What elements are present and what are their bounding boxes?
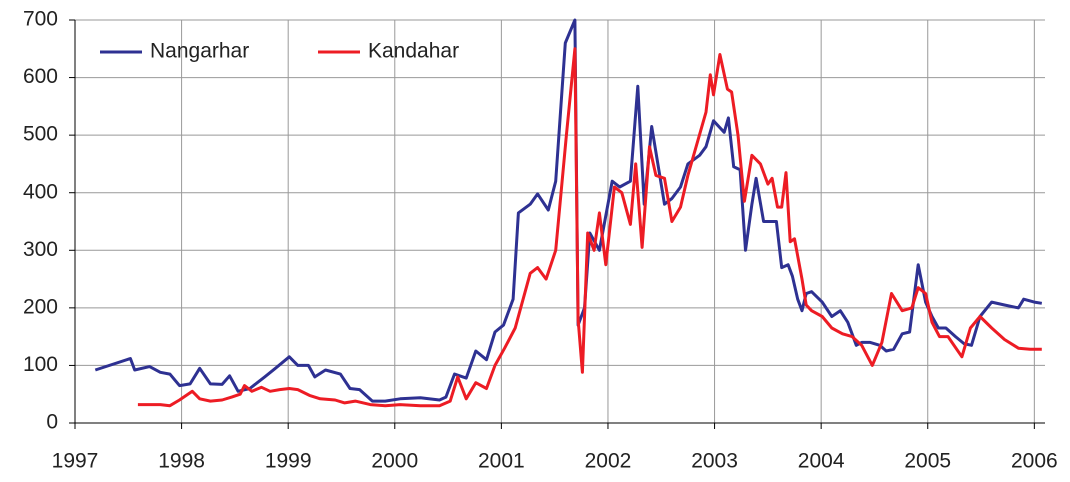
series-line bbox=[137, 47, 1042, 408]
x-tick-label: 2003 bbox=[691, 450, 738, 473]
y-tick-label: 200 bbox=[23, 295, 58, 318]
y-tick-label: 100 bbox=[23, 353, 58, 376]
legend-label: Nangarhar bbox=[150, 40, 249, 63]
x-tick-label: 1999 bbox=[265, 450, 312, 473]
y-tick-label: 500 bbox=[23, 123, 58, 146]
x-tick-label: 2002 bbox=[585, 450, 632, 473]
x-tick-label: 1998 bbox=[158, 450, 205, 473]
x-tick-label: 2006 bbox=[1011, 450, 1058, 473]
y-tick-label: 700 bbox=[23, 8, 58, 31]
x-tick-label: 2000 bbox=[371, 450, 418, 473]
y-tick-label: 400 bbox=[23, 180, 58, 203]
y-tick-label: 300 bbox=[23, 238, 58, 261]
x-tick-label: 2001 bbox=[478, 450, 525, 473]
y-tick-label: 600 bbox=[23, 65, 58, 88]
y-tick-label: 0 bbox=[46, 411, 58, 434]
x-tick-label: 2004 bbox=[798, 450, 845, 473]
x-tick-label: 2005 bbox=[904, 450, 951, 473]
x-tick-label: 1997 bbox=[52, 450, 99, 473]
legend-label: Kandahar bbox=[368, 40, 459, 63]
